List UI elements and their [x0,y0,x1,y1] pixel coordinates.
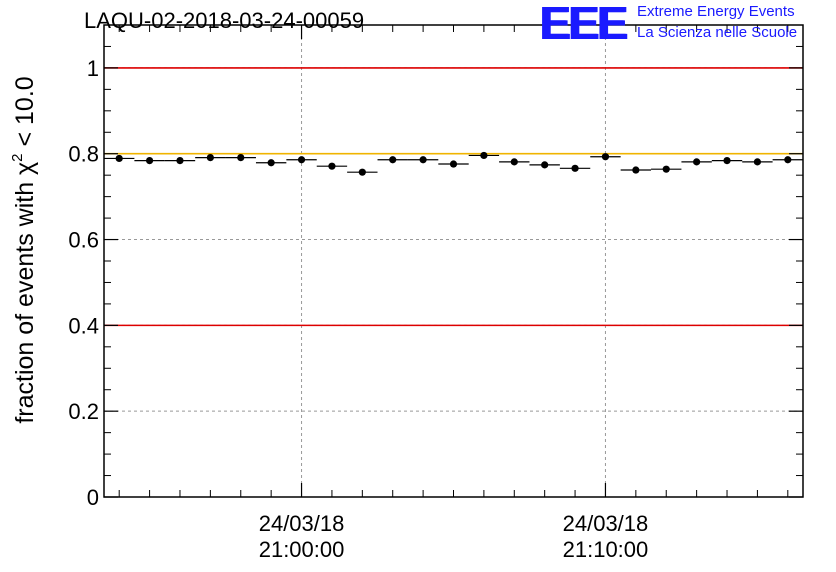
y-axis-label: fraction of events with χ2 < 10.0 [9,76,39,423]
data-point [681,158,712,166]
y-tick-labels: 0 0.2 0.4 0.6 0.8 1 [68,56,99,510]
x-tick-label-time: 21:10:00 [563,537,649,562]
data-point [590,153,621,161]
eee-logo: EEE [540,0,628,49]
y-tick-label: 1 [87,56,99,81]
point-marker [571,164,579,172]
data-point [134,156,165,165]
plot-frame [103,24,804,498]
point-marker [297,156,306,164]
data-point [407,156,439,164]
point-marker [449,160,458,168]
data-point [195,153,226,162]
point-marker [753,158,762,166]
data-point [620,166,652,174]
point-marker [237,153,245,162]
x-tick-label-date: 24/03/18 [563,511,649,536]
point-marker [693,158,701,166]
point-marker [176,156,184,165]
data-point [559,164,591,172]
data-point [651,165,682,173]
y-tick-label: 0.8 [68,142,99,167]
data-point [104,154,135,163]
point-marker [784,156,792,164]
y-tick-label: 0.6 [68,228,99,253]
data-point [377,156,408,164]
point-marker [358,168,366,176]
data-point [468,151,500,160]
reference-lines [104,67,803,327]
y-tick-label: 0.4 [68,313,99,338]
data-point [286,156,317,164]
point-marker [328,162,336,170]
data-point [347,168,378,176]
axis-ticks [104,25,803,498]
point-marker [389,156,397,164]
point-marker [419,156,427,164]
point-marker [632,166,640,174]
point-marker [662,165,670,173]
data-point [316,162,348,170]
point-marker [510,158,518,166]
point-marker [145,156,154,165]
point-marker [541,161,549,169]
data-point [255,159,287,167]
data-point [438,160,469,168]
data-point [711,156,743,165]
logo-text-line1: Extreme Energy Events [637,3,795,20]
data-point [164,156,196,165]
logo-text-line2: La Scienza nelle Scuole [637,24,798,41]
x-tick-label-date: 24/03/18 [259,511,345,536]
data-point [225,153,256,162]
y-tick-label: 0 [87,485,99,510]
point-marker [723,156,731,165]
data-point [529,161,560,169]
data-point [742,158,773,166]
y-tick-label: 0.2 [68,399,99,424]
data-point [772,156,803,164]
x-tick-label-time: 21:00:00 [259,537,345,562]
point-marker [206,153,214,162]
point-marker [267,159,275,167]
point-marker [480,151,488,160]
data-points [104,151,803,176]
grid-lines [104,25,803,497]
run-title: LAQU-02-2018-03-24-00059 [84,8,365,33]
data-point [499,158,530,166]
y-axis-label-superscript: 2 [9,153,26,161]
point-marker [601,153,610,161]
point-marker [115,154,123,163]
